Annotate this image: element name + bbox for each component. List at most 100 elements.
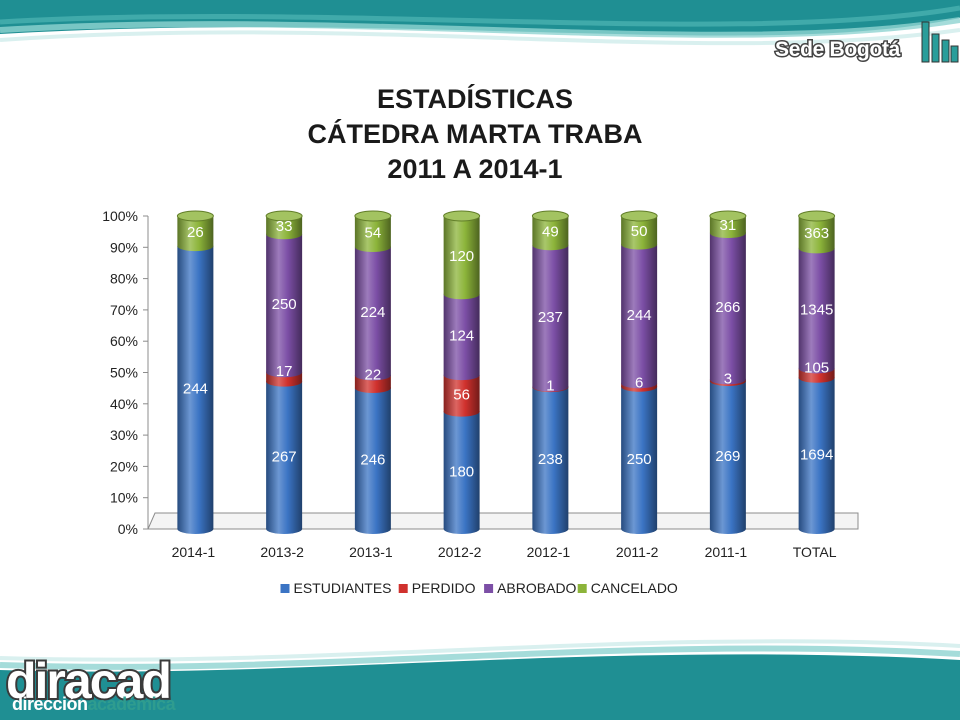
bar-segment-base — [621, 239, 658, 250]
bar-segment-base — [266, 229, 303, 240]
bar-segment-abrobado — [709, 233, 746, 380]
legend-label: ESTUDIANTES — [294, 580, 392, 596]
bar-segment-base — [798, 372, 835, 383]
data-label: 33 — [276, 218, 293, 235]
bar-segment-base — [266, 376, 303, 387]
footer-logo-subtitle: direcciónacadémica — [12, 694, 176, 715]
bar-segment-base — [709, 228, 746, 239]
bar-top-cap — [176, 210, 214, 222]
bar-segment-estudiantes — [709, 381, 746, 529]
bar-top-cap — [620, 210, 658, 222]
footer-logo-dir: dir — [4, 651, 68, 711]
data-label: 246 — [360, 451, 385, 468]
data-label: 56 — [453, 386, 470, 403]
legend-label: CANCELADO — [591, 580, 678, 596]
bar-segment-abrobado — [354, 246, 391, 376]
bar-segment-perdido — [443, 375, 480, 412]
data-label: 26 — [187, 224, 204, 241]
data-label: 180 — [449, 463, 474, 480]
chart-title-line-1: ESTADÍSTICAS — [376, 84, 573, 114]
bar-segment-estudiantes — [177, 246, 214, 529]
bar-segment-base — [177, 241, 214, 252]
bar-segment-base — [354, 370, 391, 381]
x-tick-label: 2012-2 — [438, 544, 482, 560]
chart-title-line-3: 2011 A 2014-1 — [387, 154, 563, 184]
bar-segment-base — [354, 241, 391, 252]
data-label: 244 — [183, 381, 208, 398]
data-label: 120 — [449, 248, 474, 265]
bar-segment-base — [266, 524, 303, 534]
data-label: 269 — [715, 448, 740, 465]
y-tick-label: 0% — [118, 521, 138, 537]
data-label: 31 — [720, 217, 737, 234]
x-tick-label: 2012-1 — [527, 544, 571, 560]
data-label: 250 — [627, 451, 652, 468]
footer-swoosh-decoration — [0, 639, 960, 720]
bar-segment-base — [177, 524, 214, 534]
chart-floor — [147, 512, 859, 530]
bar-segment-base — [621, 524, 658, 534]
x-tick-label: TOTAL — [793, 544, 837, 560]
bar-segment-base — [532, 381, 569, 392]
x-tick-label: 2011-1 — [705, 544, 748, 560]
bar-segment-base — [798, 363, 835, 374]
bar-segment-base — [532, 240, 569, 251]
y-tick-label: 70% — [110, 302, 138, 318]
header-swoosh-decoration — [0, 0, 960, 46]
x-tick-label: 2013-2 — [260, 544, 304, 560]
bar-segment-base — [709, 374, 746, 385]
footer-logo: diracad — [4, 651, 174, 711]
bar-segment-estudiantes — [532, 387, 569, 529]
footer-logo-sub-b: académica — [87, 694, 176, 714]
x-tick-label: 2013-1 — [349, 544, 393, 560]
data-label: 250 — [272, 296, 297, 313]
chart-title-line-2: CÁTEDRA MARTA TRABA — [307, 119, 643, 149]
data-label: 266 — [715, 299, 740, 316]
bar-segment-base — [354, 524, 391, 534]
brand-label: Sede Bogotá — [773, 37, 901, 63]
y-tick-label: 50% — [110, 365, 138, 381]
legend-label: PERDIDO — [412, 580, 476, 596]
y-tick-label: 90% — [110, 239, 138, 255]
data-label: 50 — [631, 223, 648, 240]
bar-top-cap — [798, 210, 836, 222]
bar-segment-cancelado — [443, 216, 480, 295]
bar-segment-abrobado — [443, 294, 480, 376]
stacked-bar-chart: 0% 10% 20% 30% 40% 50% 60% 70% 80% 90% 100% 244 26 20… — [102, 208, 859, 596]
y-tick-label: 10% — [110, 490, 138, 506]
bar-segment-estudiantes — [443, 411, 480, 529]
legend-swatch — [280, 584, 290, 593]
data-label: 363 — [804, 225, 829, 242]
legend-label: ABROBADO — [497, 580, 576, 596]
legend-swatch — [577, 584, 587, 593]
bar-segment-abrobado — [266, 234, 303, 373]
bar-segment-abrobado — [621, 244, 658, 384]
data-label: 22 — [365, 366, 382, 383]
y-tick-label: 40% — [110, 396, 138, 412]
legend-swatch — [484, 584, 494, 593]
bar-segment-base — [443, 370, 480, 381]
x-tick-label: 2011-2 — [616, 544, 659, 560]
bar-top-cap — [265, 210, 303, 222]
bar-segment-base — [621, 378, 658, 389]
y-tick-label: 80% — [110, 271, 138, 287]
data-label: 224 — [360, 304, 385, 321]
y-tick-label: 60% — [110, 333, 138, 349]
data-label: 54 — [365, 224, 382, 241]
footer-logo-acad: acad — [62, 651, 174, 711]
bar-segment-base — [443, 524, 480, 534]
data-label: 1345 — [800, 301, 833, 318]
bar-segment-base — [354, 382, 391, 393]
data-label: 6 — [635, 374, 643, 391]
bar-top-cap — [354, 210, 392, 222]
bar-segment-abrobado — [798, 248, 835, 369]
bar-segment-estudiantes — [798, 377, 835, 529]
legend-swatch — [398, 584, 408, 593]
bar-top-cap — [531, 210, 569, 222]
bar-segment-base — [443, 289, 480, 300]
data-label: 1 — [546, 378, 554, 395]
bar-segment-abrobado — [532, 245, 569, 387]
bar-segment-base — [443, 406, 480, 417]
data-label: 17 — [276, 363, 293, 380]
bar-segment-base — [709, 524, 746, 534]
